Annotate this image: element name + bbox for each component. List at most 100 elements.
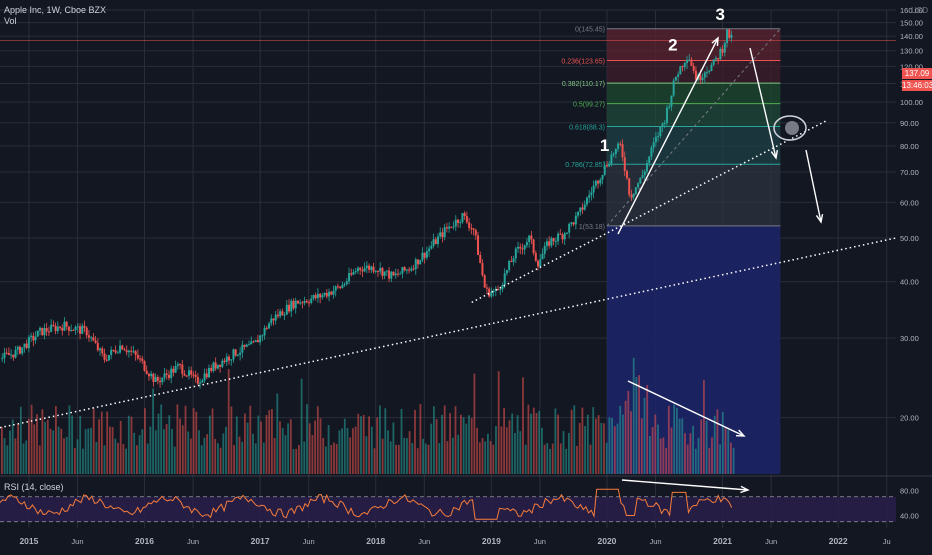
volume-bar [568, 432, 570, 474]
candle-body [321, 295, 324, 298]
volume-bar [649, 435, 651, 474]
candle-body [285, 304, 288, 315]
candle-body [85, 327, 88, 336]
candle-body [712, 59, 715, 65]
candle-body [721, 48, 724, 53]
candle-body [514, 248, 517, 259]
volume-bar [343, 418, 346, 474]
candle-body [717, 58, 720, 60]
volume-bar [341, 428, 343, 474]
volume-bar [584, 426, 586, 474]
candle-body [525, 242, 528, 246]
candle-body [599, 179, 602, 184]
candle-body [61, 327, 64, 331]
volume-bar [370, 426, 373, 474]
volume-bar [46, 419, 49, 474]
candle-body [701, 77, 704, 81]
candle-body [617, 143, 620, 149]
volume-bar [79, 415, 82, 474]
candle-body [181, 364, 184, 374]
candle-body [325, 292, 328, 297]
candle-body [50, 324, 53, 332]
volume-bar [333, 442, 335, 474]
fib-zone [606, 83, 781, 104]
volume-bar [570, 409, 573, 474]
volume-bar [149, 426, 152, 474]
volume-bar [103, 445, 106, 474]
candle-body [21, 347, 24, 354]
x-tick-label: 2017 [251, 536, 270, 546]
wave-arrow-down-1 [749, 47, 777, 159]
candle-body [410, 268, 413, 271]
volume-bar [195, 411, 198, 474]
candle-body [248, 344, 251, 346]
candle-body [139, 358, 142, 360]
wave-label: 1 [600, 136, 609, 155]
volume-bar [505, 427, 508, 474]
volume-bar [203, 437, 206, 474]
fib-level-label: 0.236(123.65) [561, 59, 605, 66]
volume-bar [424, 443, 427, 474]
volume-bar [144, 408, 146, 474]
candle-body [672, 80, 675, 96]
candle-body [694, 70, 697, 80]
volume-bar [73, 447, 76, 474]
candle-body [334, 286, 337, 291]
rsi-indicator-label[interactable]: RSI (14, close) [4, 482, 64, 492]
candle-body [645, 163, 648, 172]
candle-body [288, 304, 291, 312]
volume-bar [38, 445, 41, 474]
candle-body [728, 29, 731, 38]
volume-bar [433, 406, 435, 474]
volume-bar [603, 423, 605, 474]
candle-body [294, 300, 297, 309]
volume-bar [576, 445, 578, 474]
candle-body [405, 269, 408, 271]
candle-body [341, 285, 344, 288]
volume-bar [495, 426, 497, 474]
volume-bar [244, 413, 246, 474]
candle-body [19, 346, 22, 354]
volume-bar [408, 431, 411, 474]
volume-bar [141, 429, 144, 474]
x-tick-label: 2018 [366, 536, 385, 546]
volume-bar [670, 427, 673, 474]
volume-bar [681, 418, 684, 474]
candle-body [474, 229, 477, 236]
volume-bar [230, 406, 233, 474]
volume-bar [300, 378, 303, 474]
volume-bar [200, 445, 203, 474]
volume-bar [235, 416, 238, 474]
volume-bar [468, 415, 470, 474]
volume-bar [470, 418, 473, 474]
volume-bar [82, 448, 84, 474]
y-tick-label: 150.00 [900, 19, 923, 28]
candle-body [719, 48, 722, 60]
candle-body [439, 232, 442, 237]
volume-bar [17, 423, 19, 474]
candle-body [112, 349, 115, 351]
candle-body [557, 233, 560, 242]
volume-bar [217, 443, 219, 474]
candle-body [383, 271, 386, 276]
volume-bar [392, 422, 395, 474]
candle-body [454, 219, 457, 227]
candle-body [221, 360, 224, 367]
wave-arrow-down-2 [805, 149, 822, 223]
candle-body [594, 180, 597, 186]
volume-bar [616, 423, 619, 474]
volume-bar [697, 437, 700, 474]
volume-bar [497, 371, 500, 474]
candle-body [194, 374, 197, 377]
y-tick-label: 140.00 [900, 32, 923, 41]
volume-bar [279, 421, 281, 474]
candle-body [123, 349, 126, 351]
volume-indicator-label[interactable]: Vol [4, 16, 17, 26]
volume-bar [395, 444, 397, 474]
candle-body [125, 350, 128, 353]
candle-body [541, 253, 544, 260]
volume-bar [100, 411, 103, 474]
candle-body [668, 106, 671, 108]
x-tick-label: 2022 [829, 536, 848, 546]
